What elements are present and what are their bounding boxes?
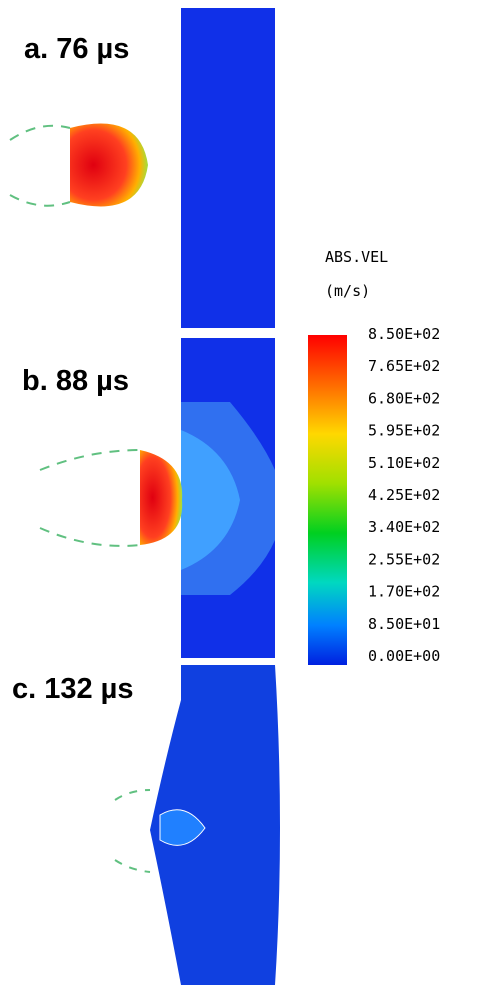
- legend-tick-label: 5.95E+02: [368, 422, 440, 440]
- legend: ABS.VEL (m/s) 8.50E+02 7.65E+02 6.80E+02 5.…: [308, 248, 440, 665]
- legend-tick-label: 5.10E+02: [368, 454, 440, 472]
- projectile: [140, 450, 183, 545]
- panel-b: b. 88 µs: [22, 338, 275, 658]
- plate: [150, 665, 280, 985]
- legend-tick-label: 2.55E+02: [368, 550, 440, 568]
- projectile: [159, 809, 206, 846]
- legend-tick-label: 1.70E+02: [368, 583, 440, 601]
- panel-label: a. 76 µs: [24, 33, 129, 65]
- plate: [181, 8, 275, 328]
- projectile: [70, 123, 148, 207]
- trail: [114, 789, 151, 873]
- legend-tick-label: 4.25E+02: [368, 486, 440, 504]
- panel-label: b. 88 µs: [22, 365, 129, 397]
- legend-tick-label: 8.50E+01: [368, 615, 440, 633]
- legend-tick-label: 6.80E+02: [368, 389, 440, 407]
- trail: [39, 449, 141, 547]
- legend-tick-label: 3.40E+02: [368, 518, 440, 536]
- legend-unit: (m/s): [325, 282, 370, 300]
- panel-a: a. 76 µs: [9, 8, 275, 328]
- legend-tick-label: 7.65E+02: [368, 357, 440, 375]
- trail: [9, 124, 71, 207]
- legend-tick-label: 0.00E+00: [368, 647, 440, 665]
- wave: [181, 430, 240, 570]
- legend-tick-label: 8.50E+02: [368, 325, 440, 343]
- panel-c: c. 132 µs: [12, 665, 280, 985]
- panel-label: c. 132 µs: [12, 673, 134, 705]
- legend-title: ABS.VEL: [325, 248, 388, 266]
- colorbar: [308, 335, 347, 665]
- legend-ticks: 8.50E+02 7.65E+02 6.80E+02 5.95E+02 5.10E+02…: [368, 325, 440, 665]
